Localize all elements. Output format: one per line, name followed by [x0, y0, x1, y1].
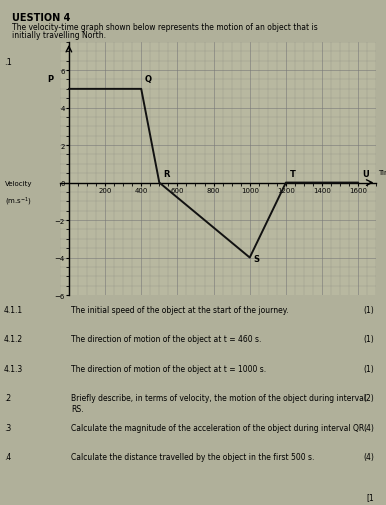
Text: The direction of motion of the object at t = 460 s.: The direction of motion of the object at… [71, 335, 262, 344]
Text: (1): (1) [364, 306, 374, 315]
Text: Briefly describe, in terms of velocity, the motion of the object during interval: Briefly describe, in terms of velocity, … [71, 393, 367, 402]
Text: (m.s$^{-1}$): (m.s$^{-1}$) [5, 196, 32, 208]
Text: (1): (1) [364, 364, 374, 373]
Text: Velocity: Velocity [5, 180, 32, 186]
Text: .4: .4 [4, 452, 11, 461]
Text: P: P [47, 75, 53, 84]
Text: R: R [163, 170, 169, 179]
Text: The direction of motion of the object at t = 1000 s.: The direction of motion of the object at… [71, 364, 267, 373]
Text: T: T [290, 170, 295, 179]
Text: .1: .1 [4, 58, 12, 67]
Text: .3: .3 [4, 423, 11, 432]
Text: [1: [1 [367, 492, 374, 501]
Text: 4.1.2: 4.1.2 [4, 335, 23, 344]
Text: Calculate the distance travelled by the object in the first 500 s.: Calculate the distance travelled by the … [71, 452, 315, 461]
Text: The velocity-time graph shown below represents the motion of an object that is: The velocity-time graph shown below repr… [12, 23, 317, 32]
Text: Time (s: Time (s [378, 169, 386, 176]
Text: Calculate the magnitude of the acceleration of the object during interval QR.: Calculate the magnitude of the accelerat… [71, 423, 367, 432]
Text: .2: .2 [4, 393, 11, 402]
Text: (2): (2) [364, 393, 374, 402]
Text: 4.1.3: 4.1.3 [4, 364, 23, 373]
Text: UESTION 4: UESTION 4 [12, 13, 70, 23]
Text: U: U [362, 170, 369, 179]
Text: S: S [253, 255, 259, 264]
Text: (4): (4) [364, 423, 374, 432]
Text: (4): (4) [364, 452, 374, 461]
Text: 4.1.1: 4.1.1 [4, 306, 23, 315]
Text: initially travelling North.: initially travelling North. [12, 31, 106, 40]
Text: (1): (1) [364, 335, 374, 344]
Text: Q: Q [145, 75, 152, 84]
Text: The initial speed of the object at the start of the journey.: The initial speed of the object at the s… [71, 306, 289, 315]
Text: RS.: RS. [71, 405, 84, 414]
